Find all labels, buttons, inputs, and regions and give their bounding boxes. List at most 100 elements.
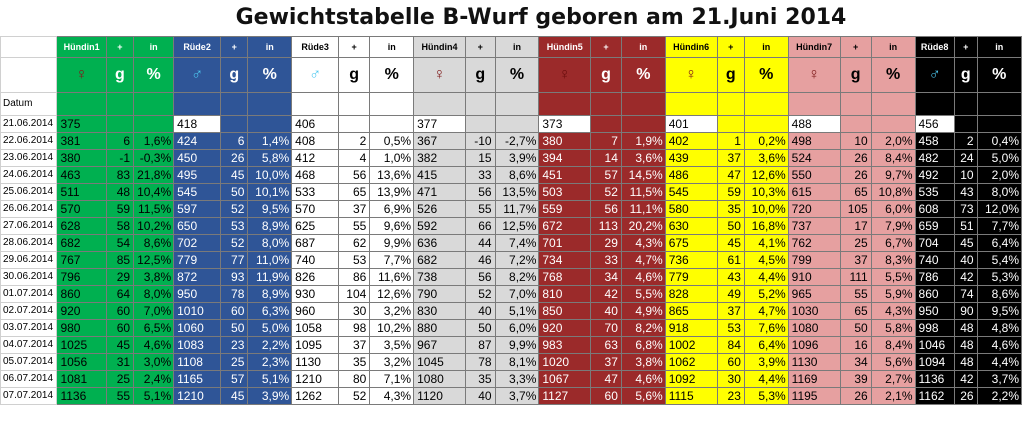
gain-percent-cell: 7,0% bbox=[133, 302, 175, 320]
weight-cell: 533 bbox=[291, 183, 340, 201]
gain-grams-cell: 52 bbox=[220, 234, 249, 252]
gain-percent-cell: 2,3% bbox=[247, 353, 293, 371]
weight-cell: 1136 bbox=[56, 387, 107, 405]
date-cell: 05.07.2014 bbox=[0, 353, 58, 371]
date-cell: 27.06.2014 bbox=[0, 217, 58, 235]
weight-cell: 702 bbox=[173, 234, 222, 252]
date-cell: 07.07.2014 bbox=[0, 387, 58, 405]
weight-cell: 1002 bbox=[664, 336, 718, 354]
gain-percent-cell: 4,3% bbox=[620, 234, 666, 252]
spacer-cell bbox=[953, 92, 978, 116]
table-row: 21.06.2014 375 418 406 377 373 401 488 456 bbox=[0, 115, 1022, 133]
gain-grams-cell: 85 bbox=[105, 251, 135, 269]
gain-grams-cell: 60 bbox=[716, 353, 745, 371]
plus-header: + bbox=[953, 36, 978, 58]
spacer-cell bbox=[338, 92, 371, 116]
page-title: Gewichtstabelle B-Wurf geboren am 21.Jun… bbox=[235, 5, 847, 30]
weight-cell: 737 bbox=[787, 217, 841, 235]
weight-cell: 796 bbox=[56, 268, 107, 286]
puppy-name: Rüde3 bbox=[291, 36, 340, 58]
gain-grams-cell: 57 bbox=[590, 166, 622, 184]
weight-cell: 382 bbox=[413, 149, 466, 167]
weight-cell: 828 bbox=[664, 285, 718, 303]
gain-percent-cell: 8,0% bbox=[976, 183, 1022, 201]
spacer-cell bbox=[56, 92, 107, 116]
date-cell: 03.07.2014 bbox=[0, 319, 58, 337]
table-row: 30.06.2014 796 29 3,8% 872 93 11,9% 826 86 11,6% 7… bbox=[0, 268, 1022, 286]
gain-grams-cell: 10 bbox=[839, 132, 872, 150]
weight-cell: 850 bbox=[538, 302, 592, 320]
puppy-name: Hündin4 bbox=[413, 36, 466, 58]
weight-cell: 740 bbox=[914, 251, 955, 269]
weight-cell: 1127 bbox=[538, 387, 592, 405]
weight-cell: 559 bbox=[538, 200, 592, 218]
gain-percent-cell: 1,0% bbox=[369, 149, 415, 167]
weight-cell: 1096 bbox=[787, 336, 841, 354]
gain-percent-cell: 5,8% bbox=[247, 149, 293, 167]
spacer-cell bbox=[664, 92, 718, 116]
percent-header: % bbox=[620, 57, 666, 93]
gain-percent-cell: 5,3% bbox=[743, 387, 789, 405]
weight-cell: 580 bbox=[664, 200, 718, 218]
gain-percent-cell bbox=[369, 115, 415, 133]
gain-grams-cell: 44 bbox=[464, 234, 496, 252]
gain-percent-cell: 1,4% bbox=[247, 132, 293, 150]
weight-cell: 451 bbox=[538, 166, 592, 184]
weight-cell: 701 bbox=[538, 234, 592, 252]
in-header: in bbox=[743, 36, 789, 58]
female-symbol-icon: ♀ bbox=[413, 57, 466, 93]
gain-grams-cell: 37 bbox=[338, 336, 371, 354]
gain-percent-cell: 8,6% bbox=[976, 285, 1022, 303]
table-row: 27.06.2014 628 58 10,2% 650 53 8,9% 625 55 9,6% 59… bbox=[0, 217, 1022, 235]
in-header: in bbox=[976, 36, 1022, 58]
weight-cell: 380 bbox=[56, 149, 107, 167]
weight-cell: 463 bbox=[56, 166, 107, 184]
gain-percent-cell: 4,4% bbox=[743, 268, 789, 286]
weight-cell: 682 bbox=[56, 234, 107, 252]
table-row: 26.06.2014 570 59 11,5% 597 52 9,5% 570 37 6,9% 52… bbox=[0, 200, 1022, 218]
weight-cell: 767 bbox=[56, 251, 107, 269]
gain-percent-cell: 10,2% bbox=[369, 319, 415, 337]
gain-percent-cell: 4,9% bbox=[620, 302, 666, 320]
gain-grams-cell: 45 bbox=[716, 234, 745, 252]
weight-cell: 860 bbox=[56, 285, 107, 303]
gain-percent-cell: 6,5% bbox=[133, 319, 175, 337]
spacer-cell bbox=[743, 92, 789, 116]
weight-cell: 1165 bbox=[173, 370, 222, 388]
plus-header: + bbox=[105, 36, 135, 58]
percent-header: % bbox=[976, 57, 1022, 93]
gain-percent-cell: 2,7% bbox=[870, 370, 916, 388]
gain-percent-cell: 3,8% bbox=[620, 353, 666, 371]
weight-cell: 736 bbox=[664, 251, 718, 269]
weight-cell: 401 bbox=[664, 115, 718, 133]
date-cell: 25.06.2014 bbox=[0, 183, 58, 201]
percent-header: % bbox=[494, 57, 540, 93]
gain-grams-cell: 10 bbox=[953, 166, 978, 184]
gain-percent-cell: 3,9% bbox=[743, 353, 789, 371]
gain-percent-cell bbox=[247, 115, 293, 133]
gain-percent-cell: 10,8% bbox=[870, 183, 916, 201]
gain-percent-cell: 3,6% bbox=[743, 149, 789, 167]
weight-cell: 439 bbox=[664, 149, 718, 167]
gain-grams-cell: 55 bbox=[464, 200, 496, 218]
spacer-cell bbox=[413, 92, 466, 116]
gain-percent-cell: 5,1% bbox=[247, 370, 293, 388]
date-cell: 06.07.2014 bbox=[0, 370, 58, 388]
table-row: 02.07.2014 920 60 7,0% 1010 60 6,3% 960 30 3,2% 83… bbox=[0, 302, 1022, 320]
table-row: 25.06.2014 511 48 10,4% 545 50 10,1% 533 65 13,9%… bbox=[0, 183, 1022, 201]
gain-percent-cell: 10,3% bbox=[743, 183, 789, 201]
gain-grams-cell: 65 bbox=[338, 183, 371, 201]
gain-percent-cell bbox=[743, 115, 789, 133]
date-cell: 04.07.2014 bbox=[0, 336, 58, 354]
weight-cell: 980 bbox=[56, 319, 107, 337]
weight-cell: 1056 bbox=[56, 353, 107, 371]
gain-percent-cell: 20,2% bbox=[620, 217, 666, 235]
gain-grams-cell: 113 bbox=[590, 217, 622, 235]
female-symbol-icon: ♀ bbox=[538, 57, 592, 93]
weight-cell: 456 bbox=[914, 115, 955, 133]
weight-cell: 872 bbox=[173, 268, 222, 286]
gain-percent-cell bbox=[976, 115, 1022, 133]
weight-cell: 488 bbox=[787, 115, 841, 133]
gain-grams-cell: 52 bbox=[590, 183, 622, 201]
date-cell: 24.06.2014 bbox=[0, 166, 58, 184]
